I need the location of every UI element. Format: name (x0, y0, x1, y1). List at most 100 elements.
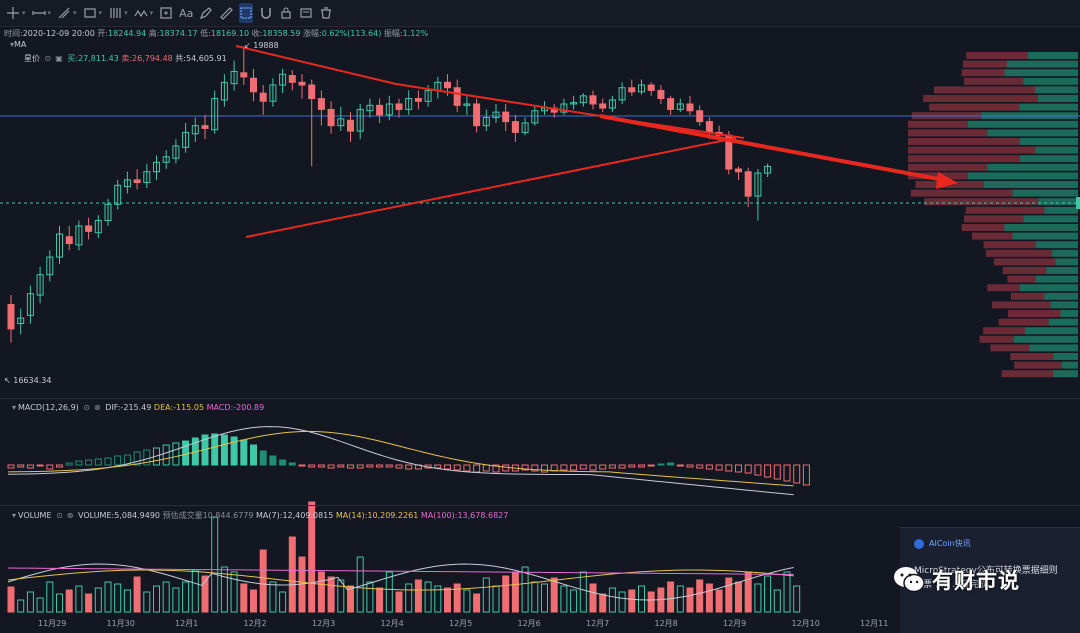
candle-body (629, 88, 635, 92)
macd-bar (241, 440, 247, 465)
macd-bar (338, 465, 344, 467)
breakout-arrow-line (600, 116, 944, 180)
macd-bar (115, 456, 121, 465)
volume-bar (289, 537, 295, 612)
time-axis-label: 12月1 (175, 618, 198, 629)
macd-bar (677, 465, 683, 466)
volume-profile-bar-sell (983, 241, 1035, 248)
volume-profile-bar-sell (963, 61, 1007, 68)
macd-bar (18, 465, 24, 467)
volume-profile-bar-buy (1062, 362, 1078, 369)
volume-bar (493, 586, 499, 612)
volume-profile-bar-buy (1046, 267, 1078, 274)
volume-profile-bar-buy (1012, 190, 1078, 197)
macd-bar (474, 465, 480, 472)
ma100-label: MA(100): (421, 511, 458, 520)
volume-profile-bar-buy (1029, 344, 1078, 351)
copy-icon[interactable]: ▣ (55, 54, 63, 63)
panel-divider[interactable] (0, 398, 1080, 399)
total-label: 共: (175, 54, 186, 63)
candle-body (687, 104, 693, 111)
volume-profile-bar-sell (923, 95, 1038, 102)
volume-bar (580, 572, 586, 612)
macd-bar (289, 463, 295, 465)
volume-bar (231, 572, 237, 612)
macd-bar (794, 465, 800, 483)
volume-bar (192, 570, 198, 612)
macd-bar (377, 465, 383, 467)
candle-body (299, 82, 305, 85)
macd-bar (483, 465, 489, 471)
volume-profile-bar-buy (1023, 215, 1078, 222)
macd-bar (503, 465, 509, 471)
macd-bar (318, 465, 324, 467)
macd-bar (619, 465, 625, 468)
volume-bar (183, 582, 189, 612)
volume-profile-bar-sell (929, 104, 1019, 111)
sell-value: 26,794.48 (132, 54, 173, 63)
macd-bar (212, 434, 218, 465)
candle-body (66, 237, 72, 244)
volume-profile-bar-buy (987, 129, 1078, 136)
volume-profile-bar-buy (1035, 276, 1078, 283)
volume-bar (66, 590, 72, 612)
volume-bar (86, 594, 92, 612)
time-axis-label: 11月29 (38, 618, 66, 629)
triangle-lower-line (246, 138, 736, 237)
macd-bar (658, 464, 664, 465)
dea-label: DEA: (154, 403, 173, 412)
macd-bar (542, 465, 548, 472)
volume-bar (95, 588, 101, 612)
dif-line (8, 427, 794, 495)
volume-profile-bar-sell (934, 86, 1035, 93)
volume-bar (260, 550, 266, 612)
macd-title[interactable]: MACD(12,26,9) (18, 403, 79, 412)
candle-body (309, 85, 315, 99)
volume-bar (173, 588, 179, 612)
volume-profile-bar-sell (964, 78, 1024, 85)
macd-bar (580, 465, 586, 469)
volume-bar (163, 582, 169, 612)
macd-bar (454, 465, 460, 470)
current-price-tag (1076, 197, 1080, 209)
ma-label[interactable]: MA (14, 40, 26, 49)
volume-profile-bar-buy (1013, 233, 1078, 240)
volume-bar (241, 584, 247, 612)
volume-profile-bar-buy (1053, 370, 1078, 377)
macd-legend: ▾ MACD(12,26,9) ⊙ ⊗ DIF:-215.49 DEA:-115.0… (10, 403, 264, 412)
volume-bar (134, 577, 140, 612)
time-axis-label: 12月3 (312, 618, 335, 629)
macd-bar (251, 445, 257, 465)
volume-bar (212, 517, 218, 612)
volume-bar (377, 588, 383, 612)
macd-bar (76, 461, 82, 465)
volume-bar (318, 572, 324, 612)
volume-profile-bar-buy (1051, 301, 1078, 308)
settings-icon[interactable]: ⊙ (83, 403, 90, 412)
close-icon[interactable]: ⊗ (94, 403, 101, 412)
low-marker-value: 16634.34 (13, 376, 51, 385)
volume-bar (668, 582, 674, 612)
settings-icon[interactable]: ⊙ (56, 511, 63, 520)
volume-profile-bar-sell (1003, 267, 1046, 274)
volume-profile-bar-sell (972, 233, 1013, 240)
volume-bar (270, 582, 276, 612)
panel-divider[interactable] (0, 505, 1080, 506)
macd-bar (774, 465, 780, 479)
time-axis-label: 12月8 (655, 618, 678, 629)
macd-bar (571, 465, 577, 470)
volume-bar (406, 584, 412, 612)
volume-bar (105, 582, 111, 612)
candle-body (658, 90, 664, 98)
macd-bar (173, 443, 179, 465)
macd-bar (299, 465, 305, 466)
settings-icon[interactable]: ⊙ (45, 54, 52, 63)
candle-body (241, 73, 247, 77)
close-icon[interactable]: ⊗ (67, 511, 74, 520)
ma100-value: 13,678.6827 (457, 511, 508, 520)
time-axis-label: 12月4 (381, 618, 404, 629)
volume-title[interactable]: VOLUME (18, 511, 52, 520)
macd-bar (803, 465, 809, 485)
volume-bar (784, 572, 790, 612)
star-price-label: 星价 (24, 54, 40, 63)
